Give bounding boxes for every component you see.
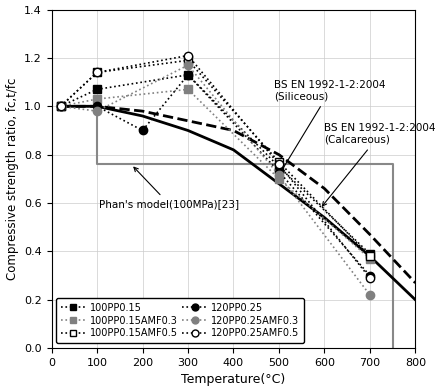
Y-axis label: Compressive strength ratio, fc,t/fc: Compressive strength ratio, fc,t/fc	[5, 78, 19, 280]
Text: BS EN 1992-1-2:2004
(Calcareous): BS EN 1992-1-2:2004 (Calcareous)	[322, 123, 436, 206]
Legend: 100PP0.15, 100PP0.15AMF0.3, 100PP0.15AMF0.5, 120PP0.25, 120PP0.25AMF0.3, 120PP0.: 100PP0.15, 100PP0.15AMF0.3, 100PP0.15AMF…	[57, 298, 304, 343]
Text: Phan's model(100MPa)[23]: Phan's model(100MPa)[23]	[99, 167, 240, 209]
X-axis label: Temperature(°C): Temperature(°C)	[182, 374, 285, 387]
Text: BS EN 1992-1-2:2004
(Siliceous): BS EN 1992-1-2:2004 (Siliceous)	[274, 80, 386, 179]
